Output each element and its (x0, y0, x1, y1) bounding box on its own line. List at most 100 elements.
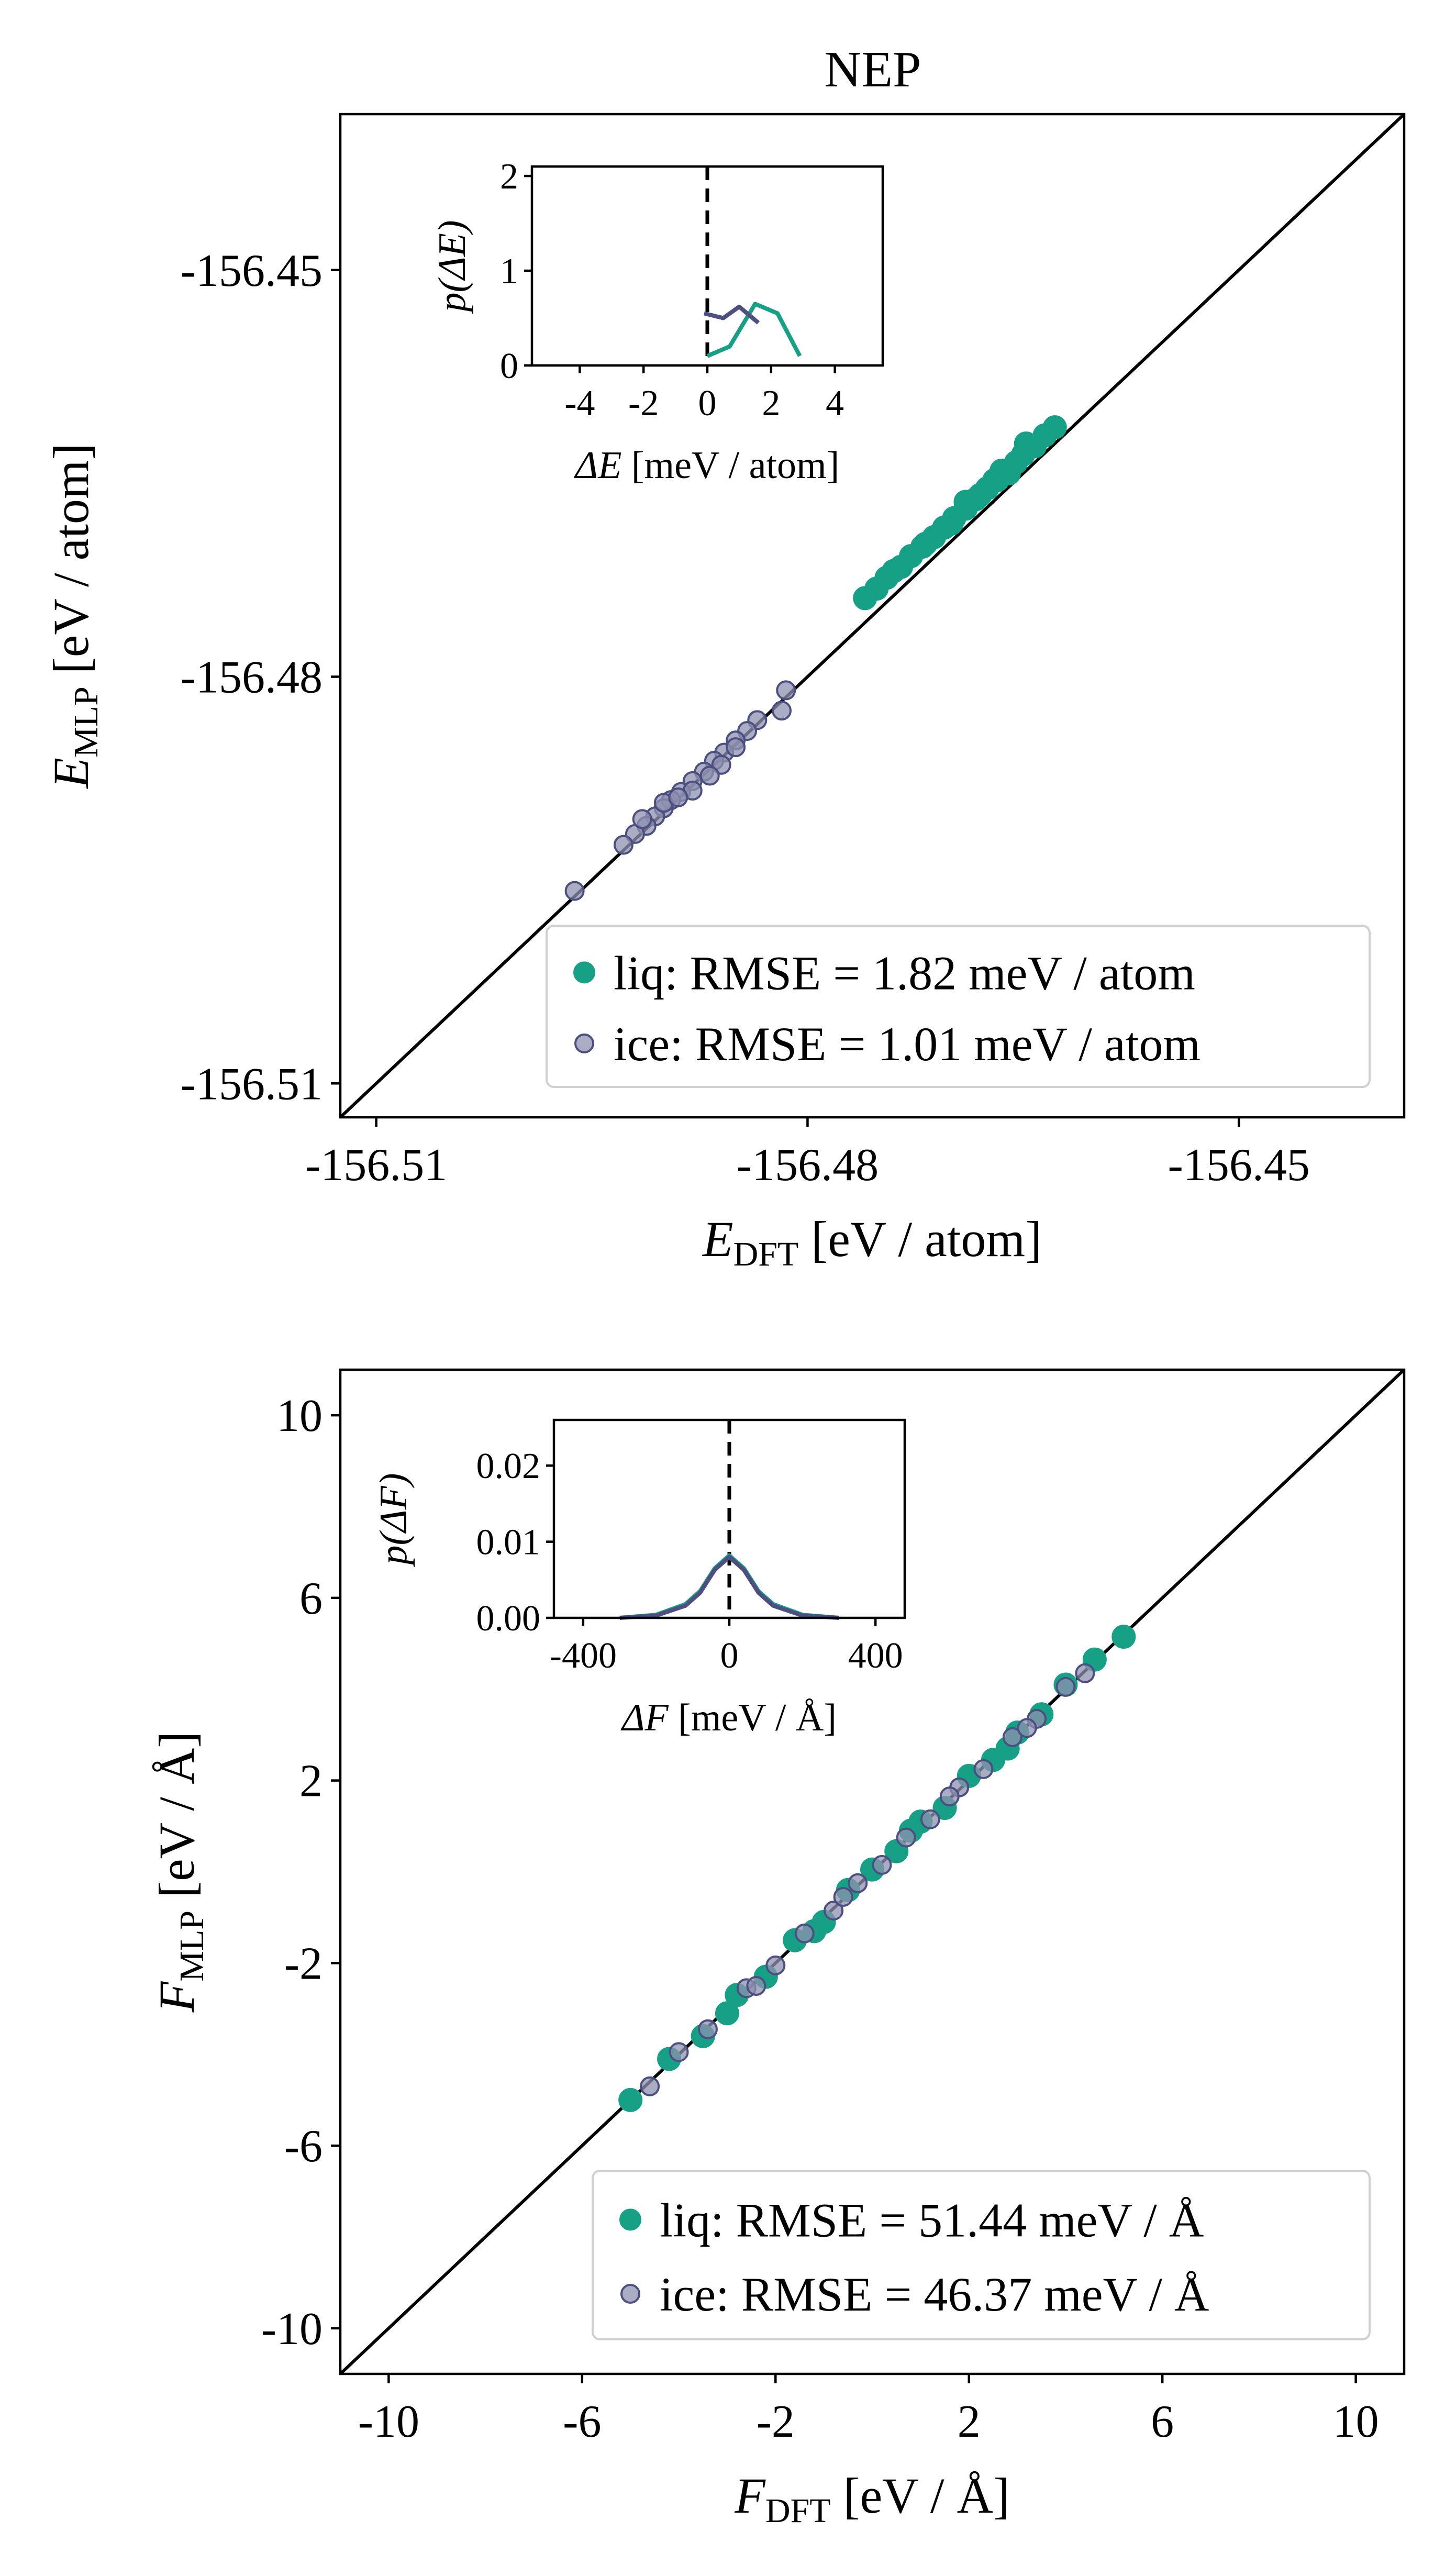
inset-y-tick-label: 0.01 (476, 1523, 541, 1563)
x-tick-label: 2 (958, 2396, 981, 2447)
inset-y-tick-label: 0 (500, 346, 518, 386)
data-point-liq (715, 2001, 739, 2026)
data-point-ice (564, 881, 585, 901)
data-point-liq (853, 586, 877, 610)
data-point-ice (1075, 1663, 1095, 1683)
parity-diagonal-line (340, 114, 1404, 1117)
inset-x-axis-label: ΔE [meV / atom] (574, 444, 839, 487)
x-axis-label-unit: [eV / Å] (831, 2468, 1010, 2524)
data-point-ice (640, 2076, 660, 2096)
legend-marker-ice (574, 1033, 594, 1053)
inset-x-axis-label-unit: [meV / Å] (669, 1696, 837, 1739)
series-liq (853, 415, 1067, 610)
legend: liq: RMSE = 1.82 meV / atom ice: RMSE = 1… (546, 925, 1371, 1088)
series-ice (640, 1663, 1095, 2096)
energy-parity-panel: -156.51 -156.48 -156.45 -156.51 -156.48 -156.… (43, 113, 1406, 1273)
inset-y-axis-label: p(ΔE) (431, 220, 474, 315)
x-tick-label: -156.51 (305, 1140, 447, 1191)
inset-curve-ice (703, 304, 760, 325)
data-point-ice (632, 809, 652, 829)
legend: liq: RMSE = 51.44 meV / Å ice: RMSE = 46.… (592, 2170, 1371, 2340)
legend-label-liq: liq: RMSE = 51.44 meV / Å (660, 2193, 1204, 2247)
inset-x-tick-label: 400 (848, 1636, 903, 1676)
axes-frame (339, 113, 1406, 1119)
y-axis-label-subscript: MLP (173, 1911, 211, 1982)
x-tick-label: -2 (757, 2396, 795, 2447)
axes-frame (339, 1368, 1406, 2375)
data-point-ice (1017, 1718, 1037, 1738)
data-point-ice (699, 765, 720, 786)
x-tick-label: -156.48 (737, 1140, 879, 1191)
x-tick-label: -6 (563, 2396, 601, 2447)
data-point-liq (882, 559, 906, 583)
data-point-liq (953, 490, 978, 514)
legend-marker-ice (620, 2284, 640, 2304)
inset-x-axis-label-symbol: ΔE (574, 444, 622, 487)
inset-x-tick-label: 0 (720, 1636, 739, 1676)
legend-label-liq: liq: RMSE = 1.82 meV / atom (614, 946, 1195, 1000)
y-tick-label: -156.45 (181, 246, 323, 296)
x-axis-label: EDFT [eV / atom] (702, 1211, 1042, 1273)
data-point-ice (794, 1923, 815, 1944)
data-point-ice (896, 1827, 916, 1848)
data-point-liq (618, 2088, 643, 2112)
x-axis-label-unit: [eV / atom] (798, 1211, 1042, 1267)
inset-y-tick-label: 0.00 (476, 1598, 541, 1639)
inset-x-tick-label: 0 (698, 383, 717, 424)
x-axis-label-subscript: DFT (765, 2492, 831, 2530)
data-point-liq (913, 531, 938, 556)
legend-label-ice: ice: RMSE = 1.01 meV / atom (614, 1017, 1201, 1071)
data-point-ice (726, 737, 746, 758)
y-axis-label-symbol: E (43, 758, 99, 790)
inset-y-tick-label: 2 (500, 157, 518, 197)
inset-curve-ice (619, 1555, 839, 1620)
data-point-liq (939, 511, 964, 536)
legend-marker-liq (573, 961, 595, 984)
y-tick-label: -156.48 (181, 652, 323, 703)
legend-label-ice: ice: RMSE = 46.37 meV / Å (660, 2268, 1209, 2321)
data-point-ice (613, 835, 633, 855)
data-point-ice (939, 1786, 960, 1807)
inset-x-axis-label-symbol: ΔF (620, 1696, 669, 1739)
y-tick-label: 10 (276, 1391, 323, 1441)
data-point-ice (973, 1759, 994, 1779)
y-tick-label: 2 (299, 1756, 323, 1807)
figure-title: NEP (824, 41, 921, 98)
x-axis-label-symbol: E (702, 1211, 733, 1267)
data-point-ice (833, 1886, 853, 1907)
inset-y-tick-label: 0.02 (476, 1446, 541, 1486)
x-axis-label-symbol: F (734, 2468, 766, 2524)
y-axis-label: EMLP [eV / atom] (43, 443, 105, 789)
y-tick-label: -156.51 (181, 1059, 323, 1109)
plot-area (340, 1370, 1404, 2374)
y-tick-label: 6 (299, 1573, 323, 1624)
data-point-ice (668, 787, 688, 807)
inset-x-tick-label: -4 (564, 383, 595, 424)
y-axis-label: FMLP [eV / Å] (149, 1731, 211, 2013)
data-point-ice (824, 1901, 844, 1921)
data-point-ice (1055, 1676, 1076, 1697)
inset-x-tick-label: -400 (550, 1636, 617, 1676)
series-ice (564, 680, 796, 901)
data-point-ice (848, 1873, 868, 1893)
inset-x-tick-label: 2 (762, 383, 780, 424)
x-tick-label: -10 (358, 2396, 419, 2447)
y-tick-label: -10 (261, 2304, 323, 2355)
inset-y-tick-label: 1 (500, 251, 518, 292)
legend-box (592, 2170, 1371, 2340)
plot-area (340, 114, 1404, 1117)
data-point-ice (697, 2019, 718, 2039)
inset-curve-liq (706, 302, 802, 358)
inset-histogram: -400 0 400 0.00 0.01 0.02 ΔF [meV / Å] p(ΔF) (372, 1418, 906, 1739)
legend-marker-liq (619, 2208, 641, 2231)
y-axis-label-subscript: MLP (67, 686, 105, 758)
data-point-liq (1111, 1625, 1136, 1649)
data-point-ice (765, 1955, 786, 1975)
inset-histogram: -4 -2 0 2 4 0 1 2 ΔE [meV / atom] p(ΔE) (431, 157, 884, 487)
data-point-ice (669, 2042, 689, 2062)
x-tick-label: -156.45 (1168, 1140, 1310, 1191)
y-axis-label-unit: [eV / atom] (43, 443, 99, 686)
y-tick-label: -2 (284, 1938, 323, 1989)
